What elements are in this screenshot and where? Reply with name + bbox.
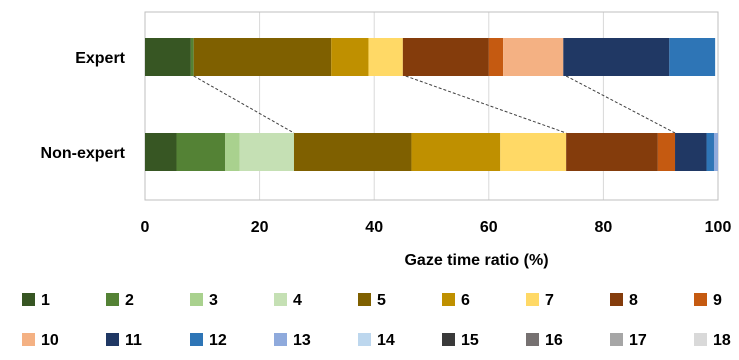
legend-label: 3 [209,292,218,309]
bar-segment-12 [669,38,716,76]
x-axis-label: Gaze time ratio (%) [404,252,548,269]
legend-swatch [358,333,371,346]
legend-label: 4 [293,292,302,309]
category-labels: Expert Non-expert [41,50,126,162]
bar-segment-10 [503,38,564,76]
legend-label: 14 [377,332,395,349]
bar-segment-8 [566,133,658,171]
bar-segments [145,38,718,171]
legend-label: 13 [293,332,311,349]
legend-label: 9 [713,292,722,309]
category-label: Non-expert [41,145,126,162]
bar-segment-3 [225,133,240,171]
x-tick-label: 80 [595,219,613,236]
x-tick-label: 60 [480,219,498,236]
bar-segment-5 [193,38,332,76]
bar-segment-2 [176,133,226,171]
legend-swatch [190,333,203,346]
legend-swatch [274,293,287,306]
x-tick-label: 100 [705,219,732,236]
bar-segment-9 [488,38,504,76]
bar-segment-11 [675,133,707,171]
bar-segment-7 [500,133,567,171]
x-tick-labels: 0 20 40 60 80 100 [141,219,732,236]
legend-swatch [442,293,455,306]
connector-line [193,75,295,134]
bar-segment-7 [368,38,403,76]
connector-line [405,75,567,134]
legend-swatch [22,333,35,346]
legend-label: 1 [41,292,50,309]
legend-label: 11 [125,332,142,349]
x-tick-label: 40 [365,219,383,236]
legend-swatch [274,333,287,346]
legend: 1 2 3 4 5 6 7 8 910 11 12 13 14 15 16 17 18 [22,292,731,349]
legend-label: 6 [461,292,470,309]
bar-segment-6 [411,133,501,171]
legend-label: 12 [209,332,227,349]
bar-segment-6 [331,38,369,76]
bar-segment-11 [563,38,670,76]
legend-swatch [190,293,203,306]
legend-swatch [442,333,455,346]
legend-swatch [106,333,119,346]
bar-segment-8 [402,38,489,76]
bar-segment-1 [145,133,177,171]
legend-swatch [694,333,707,346]
legend-swatch [358,293,371,306]
legend-swatch [610,333,623,346]
legend-swatch [694,293,707,306]
legend-label: 5 [377,292,386,309]
legend-label: 7 [545,292,554,309]
legend-swatch [22,293,35,306]
legend-swatch [526,333,539,346]
category-label: Expert [75,50,125,67]
plot-area-border [144,11,719,201]
legend-swatch [610,293,623,306]
legend-label: 10 [41,332,59,349]
bar-segment-12 [706,133,714,171]
bar-segment-2 [190,38,194,76]
bar-segment-13 [713,133,718,171]
bar-segment-9 [657,133,676,171]
connector-line [565,75,676,134]
legend-swatch [526,293,539,306]
bar-segment-1 [145,38,191,76]
legend-label: 8 [629,292,638,309]
legend-label: 2 [125,292,134,309]
legend-label: 15 [461,332,479,349]
legend-label: 17 [629,332,647,349]
x-tick-label: 0 [141,219,150,236]
legend-label: 16 [545,332,563,349]
connector-lines [193,75,676,134]
bar-segment-5 [293,133,412,171]
legend-swatch [106,293,119,306]
x-tick-label: 20 [251,219,269,236]
legend-label: 18 [713,332,731,349]
bar-segment-4 [239,133,294,171]
